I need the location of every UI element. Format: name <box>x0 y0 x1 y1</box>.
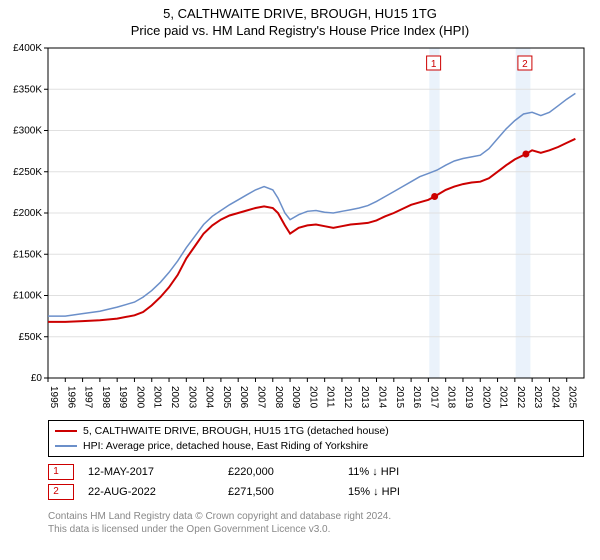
xtick-label: 2004 <box>204 386 215 409</box>
legend-swatch <box>55 430 77 432</box>
xtick-label: 2025 <box>567 386 578 409</box>
xtick-label: 2018 <box>446 386 457 409</box>
sale-delta: 15% ↓ HPI <box>348 486 410 498</box>
legend-label: 5, CALTHWAITE DRIVE, BROUGH, HU15 1TG (d… <box>83 424 389 439</box>
xtick-label: 1999 <box>117 386 128 409</box>
series-hpi <box>48 93 575 316</box>
price-chart: 5, CALTHWAITE DRIVE, BROUGH, HU15 1TG Pr… <box>0 0 600 560</box>
xtick-label: 2009 <box>290 386 301 409</box>
xtick-label: 2005 <box>221 386 232 409</box>
footnote-l1: Contains HM Land Registry data © Crown c… <box>48 510 584 523</box>
xtick-label: 2012 <box>342 386 353 409</box>
ytick-label: £100K <box>13 291 42 302</box>
xtick-label: 2000 <box>134 386 145 409</box>
sale-price: £220,000 <box>228 466 348 478</box>
xtick-label: 2021 <box>498 386 509 409</box>
xtick-label: 2024 <box>549 386 560 409</box>
sale-date: 12-MAY-2017 <box>88 466 228 478</box>
xtick-label: 2008 <box>273 386 284 409</box>
ytick-label: £400K <box>13 43 42 54</box>
ytick-label: £50K <box>19 332 43 343</box>
sale-marker-box: 2 <box>48 484 74 500</box>
xtick-label: 2007 <box>255 386 266 409</box>
xtick-label: 2010 <box>307 386 318 409</box>
xtick-label: 2016 <box>411 386 422 409</box>
xtick-label: 2022 <box>515 386 526 409</box>
xtick-label: 2002 <box>169 386 180 409</box>
legend-label: HPI: Average price, detached house, East… <box>83 439 368 454</box>
xtick-label: 2020 <box>480 386 491 409</box>
ytick-label: £200K <box>13 208 42 219</box>
xtick-label: 2023 <box>532 386 543 409</box>
legend-swatch <box>55 445 77 447</box>
sale-row: 1 12-MAY-2017£220,00011% ↓ HPI <box>48 462 584 482</box>
legend-item: 5, CALTHWAITE DRIVE, BROUGH, HU15 1TG (d… <box>55 424 577 439</box>
xtick-label: 2017 <box>428 386 439 409</box>
ytick-label: £150K <box>13 249 42 260</box>
sale-marker-box: 1 <box>48 464 74 480</box>
ytick-label: £300K <box>13 126 42 137</box>
xtick-label: 2013 <box>359 386 370 409</box>
sale-price: £271,500 <box>228 486 348 498</box>
series-property <box>48 139 575 322</box>
xtick-label: 2006 <box>238 386 249 409</box>
legend-item: HPI: Average price, detached house, East… <box>55 439 577 454</box>
callout-label: 2 <box>522 59 528 70</box>
xtick-label: 2014 <box>377 386 388 409</box>
footnote-l2: This data is licensed under the Open Gov… <box>48 523 584 536</box>
sale-marker <box>431 193 438 200</box>
sale-marker <box>522 151 529 158</box>
xtick-label: 2015 <box>394 386 405 409</box>
callout-label: 1 <box>431 59 437 70</box>
xtick-label: 1997 <box>83 386 94 409</box>
xtick-label: 2001 <box>152 386 163 409</box>
xtick-label: 2011 <box>325 386 336 408</box>
xtick-label: 2003 <box>186 386 197 409</box>
xtick-label: 1995 <box>48 386 59 409</box>
plot-area: £0 £50K £100K £150K £200K £250K £300K £350K £400… <box>0 0 600 430</box>
xtick-label: 2019 <box>463 386 474 409</box>
sale-delta: 11% ↓ HPI <box>348 466 409 478</box>
legend: 5, CALTHWAITE DRIVE, BROUGH, HU15 1TG (d… <box>48 420 584 457</box>
footnote: Contains HM Land Registry data © Crown c… <box>48 510 584 536</box>
ytick-label: £0 <box>31 373 43 384</box>
xtick-label: 1996 <box>65 386 76 409</box>
sales-table: 1 12-MAY-2017£220,00011% ↓ HPI 2 22-AUG-202… <box>48 462 584 502</box>
ytick-label: £250K <box>13 167 42 178</box>
sale-date: 22-AUG-2022 <box>88 486 228 498</box>
sale-row: 2 22-AUG-2022£271,50015% ↓ HPI <box>48 482 584 502</box>
ytick-label: £350K <box>13 84 42 95</box>
xtick-label: 1998 <box>100 386 111 409</box>
